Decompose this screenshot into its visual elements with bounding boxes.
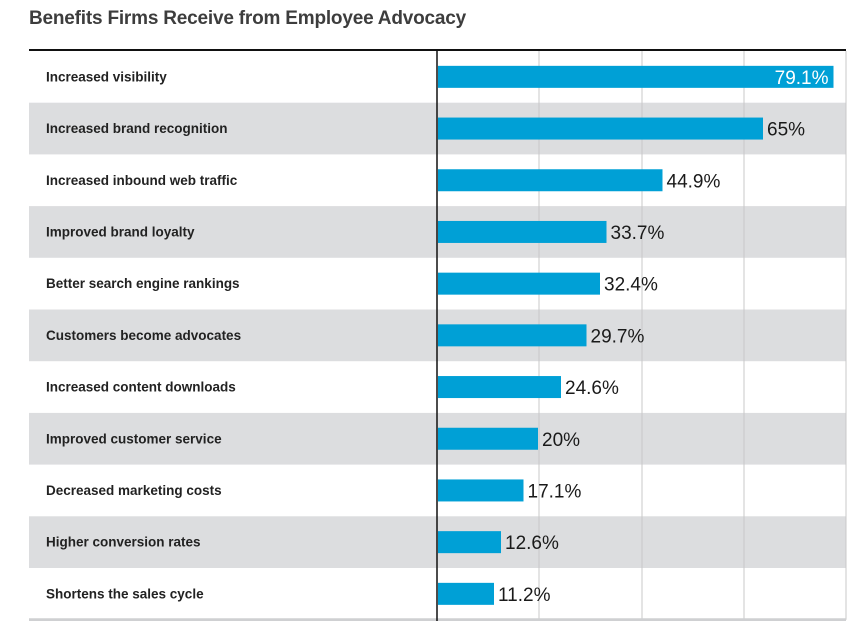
value-label: 17.1% bbox=[528, 481, 582, 502]
category-label: Better search engine rankings bbox=[46, 276, 240, 291]
bar bbox=[438, 65, 834, 88]
category-label: Increased brand recognition bbox=[46, 121, 228, 136]
category-label: Improved customer service bbox=[46, 431, 222, 446]
bar bbox=[438, 376, 561, 399]
category-label: Shortens the sales cycle bbox=[46, 586, 204, 601]
bar bbox=[438, 324, 587, 347]
value-label: 65% bbox=[767, 120, 805, 141]
value-label: 12.6% bbox=[505, 533, 559, 554]
category-label: Increased inbound web traffic bbox=[46, 173, 238, 188]
value-label: 11.2% bbox=[498, 585, 551, 606]
value-label: 24.6% bbox=[565, 378, 619, 399]
value-label: 20% bbox=[542, 430, 580, 451]
bar bbox=[438, 272, 600, 295]
value-label: 79.1% bbox=[775, 68, 829, 89]
category-label: Customers become advocates bbox=[46, 328, 241, 343]
bar bbox=[438, 117, 763, 140]
value-label: 32.4% bbox=[604, 275, 658, 296]
category-label: Improved brand loyalty bbox=[46, 224, 195, 239]
value-label: 44.9% bbox=[667, 171, 721, 192]
category-label: Increased content downloads bbox=[46, 380, 236, 395]
bar bbox=[438, 427, 538, 450]
category-label: Decreased marketing costs bbox=[46, 483, 222, 498]
bar bbox=[438, 582, 494, 605]
value-label: 29.7% bbox=[591, 326, 645, 347]
bar bbox=[438, 220, 607, 243]
bar bbox=[438, 479, 524, 502]
bar bbox=[438, 169, 663, 192]
bar bbox=[438, 531, 501, 554]
value-label: 33.7% bbox=[611, 223, 665, 244]
chart-title: Benefits Firms Receive from Employee Adv… bbox=[29, 8, 466, 29]
category-label: Higher conversion rates bbox=[46, 535, 201, 550]
category-label: Increased visibility bbox=[46, 69, 167, 84]
